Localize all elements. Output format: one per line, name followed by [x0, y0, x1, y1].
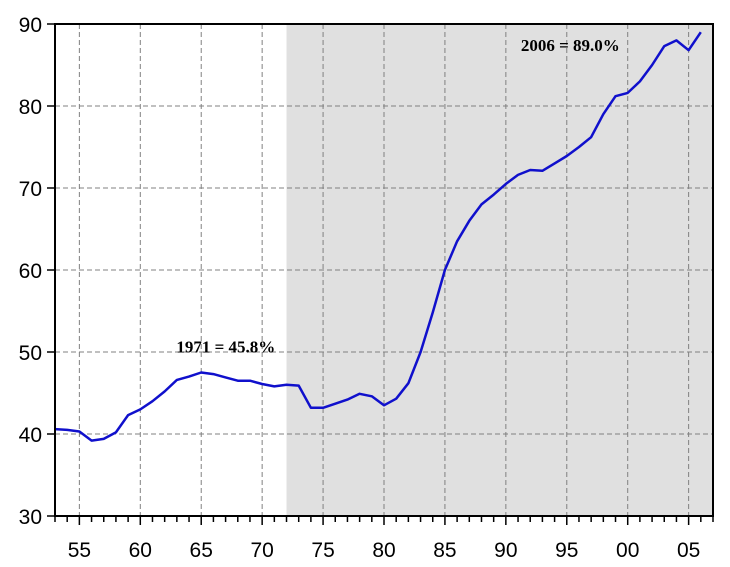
x-tick-label: 75 [311, 539, 334, 562]
x-tick-label: 95 [555, 539, 578, 562]
axis-ticks: 55 60 65 70 75 80 85 90 95 00 05 30 40 50 60 70 80 90 [19, 14, 714, 562]
x-tick-label: 70 [250, 539, 273, 562]
y-tick-label: 50 [19, 342, 42, 365]
y-tick-label: 60 [19, 260, 42, 283]
gridlines [55, 24, 713, 516]
series-line [54, 31, 702, 442]
x-tick-label: 65 [190, 539, 213, 562]
annotation-2006: 2006 = 89.0% [521, 36, 620, 55]
x-tick-label: 00 [616, 539, 639, 562]
x-tick-label: 60 [129, 539, 152, 562]
x-tick-label: 05 [677, 539, 700, 562]
x-tick-label: 85 [433, 539, 456, 562]
annotation-1971: 1971 = 45.8% [176, 337, 275, 356]
y-tick-label: 30 [19, 506, 42, 529]
x-tick-label: 55 [68, 539, 91, 562]
y-tick-label: 80 [19, 96, 42, 119]
y-tick-label: 90 [19, 14, 42, 37]
x-tick-label: 80 [372, 539, 395, 562]
y-tick-label: 70 [19, 178, 42, 201]
x-tick-label: 90 [494, 539, 517, 562]
y-tick-label: 40 [19, 424, 42, 447]
